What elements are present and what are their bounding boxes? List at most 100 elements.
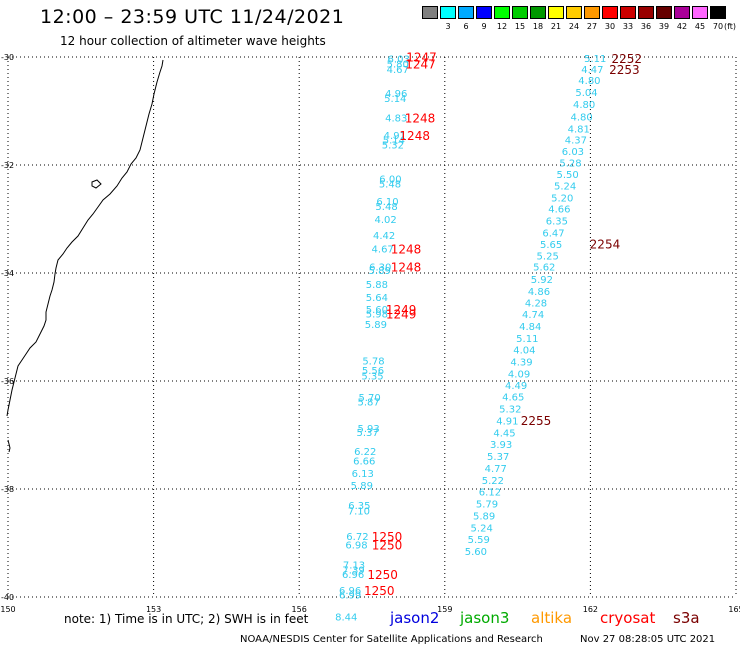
wave-height-label: 5.70 [358, 393, 380, 404]
legend-value: 6 [463, 22, 469, 31]
wave-height-label: 7.10 [348, 507, 370, 518]
legend-swatch [530, 6, 546, 19]
latitude-tick: -30 [1, 53, 14, 62]
legend-swatch [512, 6, 528, 19]
satellite-cryosat: cryosat [600, 609, 656, 627]
legend-value: 9 [481, 22, 487, 31]
wave-height-label: 6.00 [379, 175, 401, 186]
graticule [7, 56, 737, 598]
longitude-tick: 150 [0, 605, 15, 614]
pass-time-label: 1248 [399, 129, 430, 143]
wave-height-label: 4.65 [502, 393, 524, 404]
legend-swatch [656, 6, 672, 19]
wave-height-label: 5.64 [366, 293, 388, 304]
pass-time-label: 1249 [386, 308, 417, 322]
longitude-tick: 159 [437, 605, 452, 614]
wave-height-label: 6.35 [546, 217, 568, 228]
wave-height-label: 4.91 [496, 416, 518, 427]
legend-value: 24 [568, 22, 580, 31]
axis-tick-labels: 150 153 156 159 162 165 -30 -32 -34 -36 -38 -40 [0, 53, 740, 614]
pass-time-label: 1250 [367, 568, 398, 582]
wave-height-label: 6.03 [388, 55, 410, 66]
wave-height-label: 4.83 [385, 113, 407, 124]
legend-value: 45 [694, 22, 706, 31]
wave-height-label: 5.79 [476, 500, 498, 511]
wave-height-label: 5.11 [516, 334, 538, 345]
wave-height-label: 4.81 [568, 124, 590, 135]
legend-swatch [692, 6, 708, 19]
wave-height-label: 6.03 [562, 147, 584, 158]
wave-height-label: 5.50 [556, 170, 578, 181]
wave-height-label: 7.39 [342, 565, 364, 576]
legend-value: 15 [514, 22, 526, 31]
pass-time-label: 2252 [612, 52, 643, 66]
wave-height-label: 5.98 [366, 310, 388, 321]
wave-height-label: 5.14 [383, 136, 405, 147]
satellite-altika: altika [531, 609, 573, 627]
wave-height-label: 4.80 [573, 100, 595, 111]
wave-height-label: 6.22 [354, 447, 376, 458]
longitude-tick: 165 [728, 605, 740, 614]
longitude-tick: 153 [146, 605, 161, 614]
wave-height-label: 5.65 [540, 240, 562, 251]
map-subtitle: 12 hour collection of altimeter wave hei… [60, 34, 326, 48]
legend-swatch [422, 6, 438, 19]
legend-value: 42 [676, 22, 688, 31]
legend-value: 27 [586, 22, 598, 31]
legend-swatch [440, 6, 456, 19]
legend-swatch [584, 6, 600, 19]
wave-height-label: 5.92 [531, 275, 553, 286]
wave-height-label: 6.72 [346, 532, 368, 543]
wave-height-label: 5.78 [362, 356, 384, 367]
wave-height-label: 5.24 [471, 523, 493, 534]
pass-time-label: 1248 [391, 243, 422, 257]
wave-height-label: 5.60 [366, 305, 388, 316]
wave-height-label: 7.13 [343, 561, 365, 572]
wave-height-label: 5.56 [362, 366, 384, 377]
wave-height-label: 6.30 [369, 263, 391, 274]
wave-height-label: 5.89 [351, 481, 373, 492]
wave-height-label: 6.10 [376, 197, 398, 208]
longitude-tick: 162 [583, 605, 598, 614]
latitude-tick: -36 [1, 377, 14, 386]
latitude-tick: -32 [1, 161, 14, 170]
wave-height-label: 4.66 [548, 205, 570, 216]
wave-height-label: 4.91 [384, 131, 406, 142]
wave-height-label: 5.48 [375, 202, 397, 213]
legend-value: 12 [496, 22, 508, 31]
wave-height-label: 4.80 [571, 112, 593, 123]
legend-swatch [620, 6, 636, 19]
pass-time-label: 2254 [590, 237, 621, 251]
legend-swatch [638, 6, 654, 19]
wave-height-label: 5.48 [379, 179, 401, 190]
map-title: 12:00 – 23:59 UTC 11/24/2021 [40, 6, 345, 28]
wave-height-label: 4.28 [525, 299, 547, 310]
wave-height-label: 6.99 [339, 590, 361, 601]
pass-time-label: 1249 [386, 303, 417, 317]
wave-height-label: 4.42 [373, 231, 395, 242]
latitude-tick: -34 [1, 269, 14, 278]
wave-height-label: 5.32 [499, 405, 521, 416]
wave-height-label: 5.62 [533, 263, 555, 274]
pass-time-label: 1250 [364, 584, 395, 598]
wave-height-label: 3.93 [490, 440, 512, 451]
wave-height-label: 4.74 [522, 310, 544, 321]
wave-height-label: 5.25 [537, 252, 559, 263]
satellite-s3a: s3a [673, 609, 700, 627]
pass-time-label: 1248 [405, 111, 436, 125]
pass-time-label: 2255 [521, 414, 552, 428]
wave-height-labels: 6.035.804.674.965.144.834.915.145.326.00… [335, 50, 642, 623]
legend-swatch [674, 6, 690, 19]
legend-swatch [710, 6, 726, 19]
wave-height-label: 5.60 [465, 547, 487, 558]
pass-time-label: 1248 [391, 261, 422, 275]
footer-timestamp: Nov 27 08:28:05 UTC 2021 [580, 634, 716, 645]
wave-height-label: 5.37 [356, 428, 378, 439]
footer-note: note: 1) Time is in UTC; 2) SWH is in fe… [64, 612, 309, 626]
satellite-jason2: jason2 [390, 609, 440, 627]
wave-height-label: 5.37 [487, 452, 509, 463]
legend-value: 33 [622, 22, 634, 31]
wave-height-label: 4.86 [528, 287, 550, 298]
wave-height-label: 6.13 [352, 469, 374, 480]
